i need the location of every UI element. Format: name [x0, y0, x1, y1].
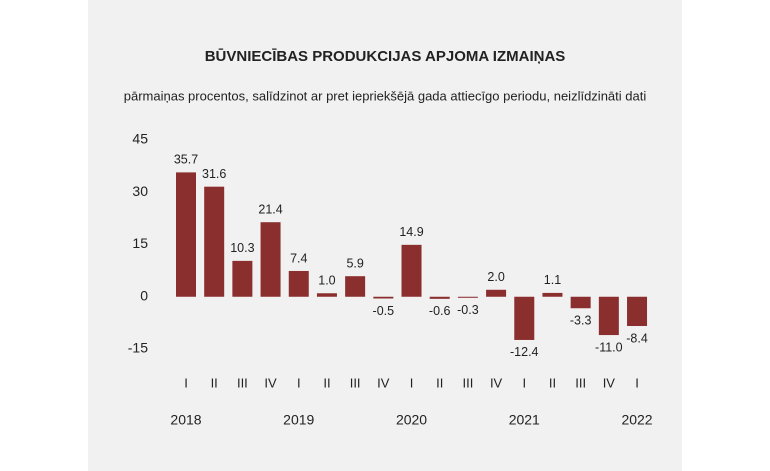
y-tick-label: 30	[132, 183, 148, 199]
value-label: 21.4	[258, 203, 282, 217]
x-tick-label: I	[184, 375, 188, 390]
x-tick-label: IV	[264, 375, 277, 390]
bar	[457, 296, 478, 298]
bar	[401, 244, 422, 297]
value-label: -0.5	[373, 304, 395, 318]
x-tick-label: I	[522, 375, 526, 390]
year-label: 2020	[396, 412, 427, 428]
x-tick-label: I	[635, 375, 639, 390]
x-tick-label: I	[410, 375, 414, 390]
year-label: 2021	[509, 412, 540, 428]
value-label: 1.1	[544, 273, 561, 287]
year-label: 2018	[170, 412, 201, 428]
chart-subtitle: pārmaiņas procentos, salīdzinot ar pret …	[124, 88, 647, 103]
y-tick-label: 15	[132, 235, 148, 251]
value-label: 2.0	[487, 270, 504, 284]
bar	[260, 222, 281, 297]
value-label: -12.4	[510, 345, 539, 359]
value-label: 1.0	[318, 274, 335, 288]
bar	[288, 270, 309, 297]
x-tick-label: II	[323, 375, 330, 390]
x-tick-label: IV	[603, 375, 616, 390]
y-tick-label: 45	[132, 131, 148, 147]
value-label: 7.4	[290, 251, 307, 265]
chart-title: BŪVNIECĪBAS PRODUKCIJAS APJOMA IZMAIŅAS	[205, 48, 566, 65]
value-label: -0.3	[457, 303, 479, 317]
y-tick-label: 0	[140, 287, 148, 303]
value-label: -11.0	[595, 340, 623, 354]
bar	[627, 296, 648, 327]
value-label: -3.3	[570, 314, 592, 328]
value-label: 35.7	[174, 153, 198, 167]
x-tick-label: II	[549, 375, 556, 390]
bar	[176, 172, 196, 297]
bar	[514, 296, 535, 340]
x-tick-label: III	[575, 375, 586, 390]
bar	[373, 296, 394, 299]
year-label: 2019	[283, 412, 314, 428]
x-tick-label: IV	[377, 375, 390, 390]
bar	[570, 296, 591, 309]
y-tick-label: -15	[128, 340, 148, 356]
x-tick-label: IV	[490, 375, 503, 390]
value-label: -0.6	[429, 304, 451, 318]
value-label: 10.3	[230, 241, 254, 255]
value-label: 31.6	[202, 167, 226, 181]
x-tick-label: II	[436, 375, 443, 390]
value-label: 5.9	[346, 256, 363, 270]
bar	[232, 260, 253, 297]
bar	[316, 293, 337, 297]
x-tick-label: III	[237, 375, 248, 390]
bar	[598, 296, 619, 336]
value-label: 14.9	[399, 225, 423, 239]
year-label: 2022	[621, 412, 652, 428]
value-label: -8.4	[626, 331, 648, 345]
x-tick-label: III	[462, 375, 473, 390]
bar	[345, 276, 366, 297]
x-tick-label: II	[211, 375, 218, 390]
bar	[429, 296, 450, 299]
bar	[542, 292, 563, 297]
bar	[204, 186, 225, 297]
x-tick-label: I	[297, 375, 301, 390]
bar	[486, 289, 507, 297]
x-tick-label: III	[350, 375, 361, 390]
